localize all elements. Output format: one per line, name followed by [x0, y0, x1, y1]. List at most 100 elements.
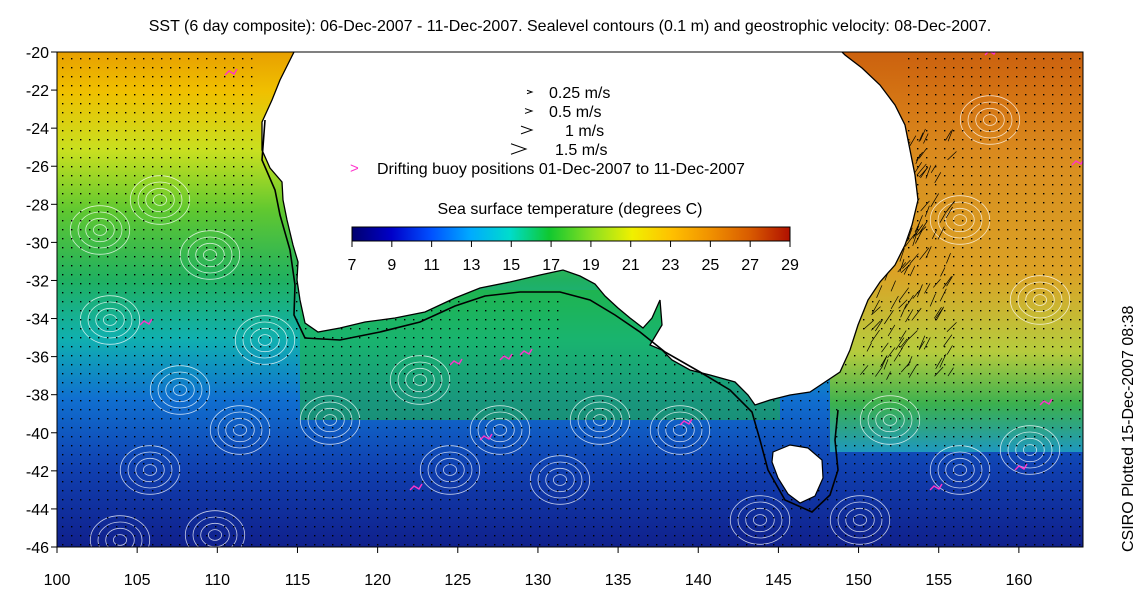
velocity-vector: [233, 229, 235, 231]
velocity-vector: [359, 526, 361, 528]
velocity-vector: [278, 535, 280, 537]
velocity-vector: [134, 427, 136, 429]
velocity-vector: [260, 256, 262, 258]
velocity-vector: [71, 130, 73, 132]
velocity-vector: [422, 409, 424, 411]
velocity-vector: [89, 283, 91, 285]
velocity-vector: [395, 373, 397, 375]
velocity-vector: [116, 427, 118, 429]
velocity-vector: [368, 409, 370, 411]
velocity-vector: [242, 202, 244, 204]
velocity-vector: [809, 418, 811, 420]
velocity-vector: [863, 490, 865, 492]
velocity-vector: [953, 265, 955, 267]
velocity-vector: [161, 238, 163, 240]
velocity-vector: [953, 373, 955, 375]
velocity-vector: [278, 355, 280, 357]
velocity-vector: [926, 220, 928, 222]
velocity-vector: [125, 175, 127, 177]
velocity-vector: [746, 490, 748, 492]
velocity-vector: [143, 121, 145, 123]
velocity-vector: [584, 355, 586, 357]
velocity-vector: [134, 373, 136, 375]
velocity-vector: [296, 418, 298, 420]
velocity-vector: [746, 472, 748, 474]
velocity-vector: [575, 463, 577, 465]
velocity-vector: [350, 391, 352, 393]
velocity-vector: [269, 409, 271, 411]
velocity-vector: [323, 463, 325, 465]
velocity-vector: [116, 67, 118, 69]
velocity-vector: [440, 391, 442, 393]
velocity-vector: [998, 526, 1000, 528]
velocity-vector: [620, 463, 622, 465]
velocity-vector: [1034, 418, 1036, 420]
velocity-vector: [926, 310, 928, 312]
velocity-vector: [503, 373, 505, 375]
velocity-vector: [962, 445, 964, 447]
velocity-vector: [935, 544, 937, 546]
velocity-vector: [107, 373, 109, 375]
velocity-vector: [224, 382, 226, 384]
velocity-vector: [755, 445, 757, 447]
velocity-vector: [764, 499, 766, 501]
buoy-track: [1039, 398, 1053, 406]
velocity-vector: [224, 112, 226, 114]
velocity-vector: [224, 265, 226, 267]
velocity-vector: [260, 283, 262, 285]
velocity-vector: [98, 436, 100, 438]
velocity-vector: [251, 454, 253, 456]
velocity-vector: [251, 85, 253, 87]
velocity-vector: [368, 517, 370, 519]
velocity-vector: [305, 463, 307, 465]
velocity-vector: [1016, 283, 1018, 285]
velocity-vector: [179, 274, 181, 276]
velocity-vector: [233, 517, 235, 519]
velocity-vector: [1079, 130, 1081, 132]
velocity-vector: [845, 427, 847, 429]
velocity-vector: [980, 139, 982, 141]
velocity-vector: [71, 193, 73, 195]
velocity-vector: [341, 517, 343, 519]
velocity-vector: [269, 373, 271, 375]
velocity-vector: [962, 508, 964, 510]
velocity-vector: [71, 256, 73, 258]
velocity-vector: [215, 355, 217, 357]
velocity-vector: [107, 202, 109, 204]
velocity-vector: [665, 526, 667, 528]
velocity-vector: [80, 337, 82, 339]
velocity-vector: [953, 94, 955, 96]
velocity-vector: [206, 238, 208, 240]
velocity-vector: [1016, 400, 1018, 402]
velocity-vector: [512, 463, 514, 465]
velocity-vector: [871, 320, 881, 331]
velocity-vector: [620, 481, 622, 483]
velocity-vector: [467, 517, 469, 519]
velocity-vector: [161, 400, 163, 402]
velocity-vector: [629, 463, 631, 465]
sealevel-contour: [85, 217, 115, 243]
velocity-vector: [215, 157, 217, 159]
velocity-vector: [989, 139, 991, 141]
velocity-vector: [71, 409, 73, 411]
velocity-vector: [233, 310, 235, 312]
velocity-vector: [197, 76, 199, 78]
velocity-vector: [773, 436, 775, 438]
velocity-vector: [134, 211, 136, 213]
velocity-vector: [332, 355, 334, 357]
velocity-vector: [296, 337, 298, 339]
velocity-vector: [962, 283, 964, 285]
velocity-vector: [485, 400, 487, 402]
velocity-vector: [881, 346, 883, 348]
velocity-vector: [314, 544, 316, 546]
velocity-vector: [89, 184, 91, 186]
velocity-vector: [269, 265, 271, 267]
velocity-vector: [1052, 463, 1054, 465]
velocity-vector: [224, 355, 226, 357]
velocity-vector: [152, 220, 154, 222]
velocity-vector: [179, 94, 181, 96]
velocity-vector: [665, 391, 667, 393]
velocity-vector: [1043, 337, 1045, 339]
velocity-vector: [548, 409, 550, 411]
velocity-vector: [989, 373, 991, 375]
